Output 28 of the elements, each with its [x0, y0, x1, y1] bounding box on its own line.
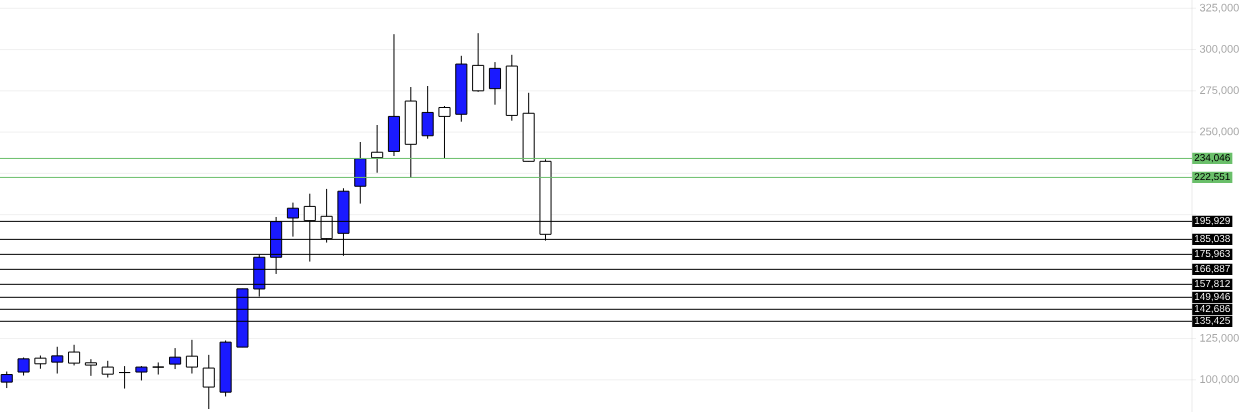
ref-line-label: 234,046 [1194, 154, 1230, 163]
candlestick [438, 105, 451, 159]
ref-line-label: 149,946 [1194, 292, 1230, 302]
ref-line-label: 195,929 [1194, 217, 1230, 226]
candlestick [488, 61, 502, 106]
y-tick-label: 125,000 [1200, 333, 1239, 344]
ref-line-label: 157,812 [1194, 279, 1230, 289]
candlestick [169, 347, 182, 370]
y-tick-label: 250,000 [1200, 127, 1239, 137]
ref-line-label: 185,038 [1194, 234, 1230, 244]
y-tick-label: 300,000 [1199, 44, 1239, 55]
candlestick [371, 124, 384, 174]
ref-line-label: 222,551 [1194, 173, 1230, 182]
candlestick [118, 365, 131, 390]
ref-line-label: 135,425 [1194, 316, 1230, 326]
y-tick-label: 100,000 [1200, 375, 1239, 385]
candlestick [152, 361, 165, 376]
candlestick [84, 358, 97, 377]
ref-line-label: 166,887 [1194, 264, 1230, 274]
y-tick-label: 275,000 [1200, 86, 1239, 96]
ref-line-label: 142,686 [1194, 304, 1230, 314]
candlestick [421, 85, 434, 140]
candlestick [202, 354, 215, 410]
candlestick [68, 344, 81, 366]
candlestick [51, 346, 64, 375]
candlestick [185, 339, 198, 375]
y-tick-label: 325,000 [1199, 3, 1239, 13]
ref-line-label: 175,963 [1194, 249, 1230, 259]
